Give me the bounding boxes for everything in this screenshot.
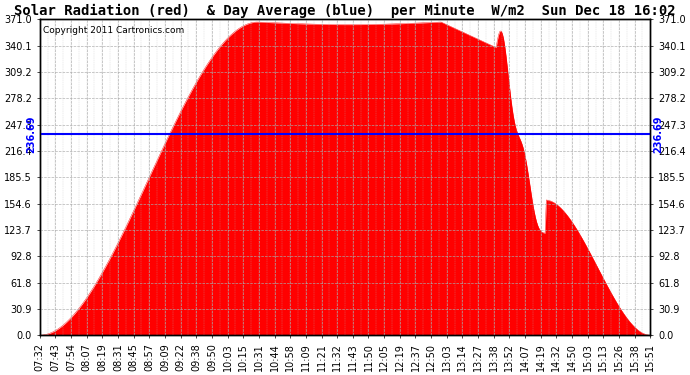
Title: Solar Radiation (red)  & Day Average (blue)  per Minute  W/m2  Sun Dec 18 16:02: Solar Radiation (red) & Day Average (blu… xyxy=(14,4,676,18)
Text: Copyright 2011 Cartronics.com: Copyright 2011 Cartronics.com xyxy=(43,26,184,35)
Text: 236.69: 236.69 xyxy=(27,115,37,153)
Text: 236.69: 236.69 xyxy=(653,115,663,153)
